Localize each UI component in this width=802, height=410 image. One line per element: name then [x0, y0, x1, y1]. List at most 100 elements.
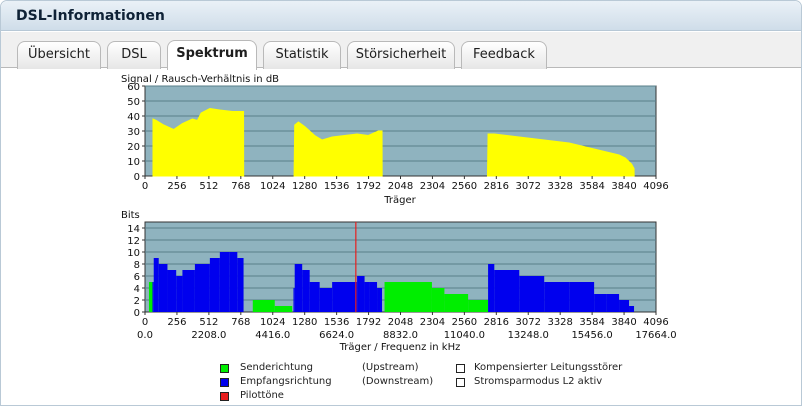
legend-direction-downstream: (Downstream) — [362, 376, 434, 387]
bits-bar — [431, 288, 445, 312]
x-tick-label: 512 — [199, 181, 218, 192]
x-tick-label: 3072 — [516, 181, 541, 192]
khz-tick-label: 2208.0 — [191, 330, 226, 341]
x-tick-label: 1024 — [260, 181, 285, 192]
x-tick-label: 3584 — [579, 317, 604, 328]
legend-label-compensated: Kompensierter Leitungsstörer — [474, 362, 623, 373]
y-tick-label: 6 — [134, 272, 140, 283]
bits-bar — [606, 294, 620, 312]
x-tick-label: 2816 — [484, 317, 509, 328]
tab-feedback[interactable]: Feedback — [461, 41, 547, 69]
tab-dsl[interactable]: DSL — [107, 41, 161, 69]
y-tick-label: 10 — [127, 157, 140, 168]
bits-bar — [309, 282, 320, 312]
x-tick-label: 3840 — [611, 181, 636, 192]
khz-tick-label: 13248.0 — [508, 330, 549, 341]
khz-tick-label: 8832.0 — [383, 330, 418, 341]
bits-bar — [619, 300, 630, 312]
bits-bar — [369, 282, 378, 312]
bits-bar — [294, 264, 303, 312]
snr-x-ticks: 0 256 512 768 1024 1280 1536 1792 2048 2304 2560 28… — [142, 176, 669, 192]
tab-uebersicht[interactable]: Übersicht — [17, 41, 101, 69]
bits-bar — [194, 264, 210, 312]
bits-bar — [182, 270, 195, 312]
y-tick-label: 8 — [134, 260, 140, 271]
bits-bar — [237, 258, 244, 312]
tab-statistik[interactable]: Statistik — [263, 41, 341, 69]
khz-tick-label: 17664.0 — [635, 330, 676, 341]
legend-label-upstream: Senderichtung — [240, 362, 314, 373]
y-tick-label: 0 — [134, 172, 140, 183]
x-tick-label: 1280 — [292, 181, 317, 192]
legend-swatch-compensated — [456, 364, 465, 373]
bits-bar — [364, 282, 370, 312]
bits-bar — [444, 294, 469, 312]
bits-bar — [209, 258, 220, 312]
x-tick-label: 0 — [142, 317, 148, 328]
bits-bar — [176, 276, 183, 312]
y-tick-label: 40 — [127, 112, 140, 123]
x-tick-label: 3328 — [547, 181, 572, 192]
legend-swatch-l2 — [456, 378, 465, 387]
bits-bar — [594, 294, 607, 312]
bits-chart-ylabel: Bits — [121, 210, 140, 221]
bits-bar — [468, 300, 489, 312]
x-tick-label: 256 — [167, 181, 186, 192]
legend-label-pilot: Pilottöne — [240, 390, 284, 401]
khz-tick-label: 6624.0 — [319, 330, 354, 341]
x-tick-label: 3328 — [547, 317, 572, 328]
x-tick-label: 2304 — [420, 317, 445, 328]
x-tick-label: 768 — [231, 181, 250, 192]
legend-label-downstream: Empfangsrichtung — [240, 376, 332, 387]
bits-bar — [319, 288, 333, 312]
x-tick-label: 4096 — [643, 317, 668, 328]
x-tick-label: 512 — [199, 317, 218, 328]
y-tick-label: 20 — [127, 142, 140, 153]
bits-bar — [488, 264, 495, 312]
y-tick-label: 2 — [134, 296, 140, 307]
bits-bar — [494, 270, 520, 312]
bits-bar — [357, 276, 365, 312]
khz-tick-label: 4416.0 — [255, 330, 290, 341]
x-tick-label: 2560 — [452, 317, 477, 328]
bits-bar — [629, 306, 635, 312]
snr-area-segment — [152, 107, 245, 177]
legend-direction-upstream: (Upstream) — [362, 362, 419, 373]
legend-label-l2: Stromsparmodus L2 aktiv — [474, 376, 603, 387]
y-tick-label: 4 — [134, 284, 140, 295]
bits-bar — [544, 282, 570, 312]
page-title: DSL-Informationen — [16, 8, 165, 24]
bits-bar — [153, 258, 159, 312]
bits-bar — [274, 306, 293, 312]
bits-bar — [167, 270, 177, 312]
bits-bar — [252, 300, 275, 312]
x-tick-label: 1280 — [292, 317, 317, 328]
bits-bar — [148, 282, 153, 312]
bits-bar — [152, 282, 154, 312]
bits-series — [148, 222, 635, 312]
x-tick-label: 3584 — [579, 181, 604, 192]
x-tick-label: 2816 — [484, 181, 509, 192]
x-tick-label: 1536 — [324, 317, 349, 328]
snr-chart: Signal / Rausch-Verhältnis in dB 0 10 20 30… — [121, 74, 669, 206]
khz-tick-label: 15456.0 — [571, 330, 612, 341]
bits-bar — [377, 288, 383, 312]
x-tick-label: 1536 — [324, 181, 349, 192]
y-tick-label: 12 — [127, 236, 140, 247]
y-tick-label: 30 — [127, 127, 140, 138]
y-tick-label: 10 — [127, 248, 140, 259]
panel-header: DSL-Informationen — [1, 1, 801, 31]
x-tick-label: 256 — [167, 317, 186, 328]
tab-stoersicherheit[interactable]: Störsicherheit — [347, 41, 455, 69]
bits-bar — [384, 282, 432, 312]
x-tick-label: 3840 — [611, 317, 636, 328]
x-tick-label: 1792 — [356, 317, 381, 328]
snr-series — [152, 107, 635, 177]
tab-spektrum[interactable]: Spektrum — [167, 40, 257, 70]
khz-tick-label: 0.0 — [137, 330, 153, 341]
snr-chart-xlabel: Träger — [383, 195, 416, 206]
x-tick-label: 768 — [231, 317, 250, 328]
x-tick-label: 2304 — [420, 181, 445, 192]
